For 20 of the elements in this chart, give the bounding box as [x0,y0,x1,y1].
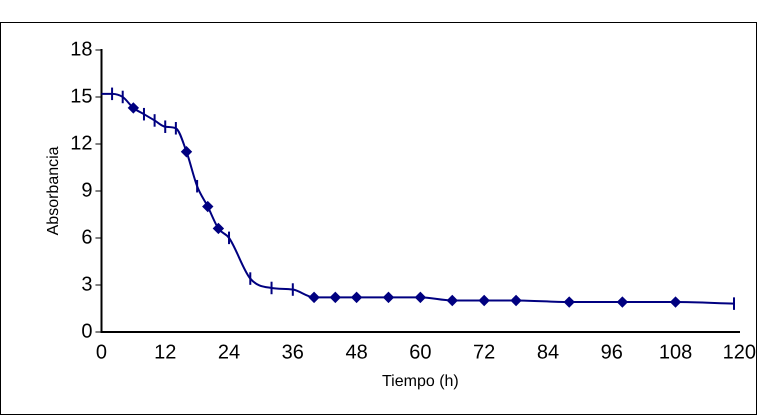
y-tick-label: 6 [81,226,92,248]
y-tick-label: 9 [81,179,92,202]
x-tick-label: 108 [658,341,692,364]
x-tick-label: 72 [473,341,496,364]
x-tick-label: 96 [600,341,623,364]
y-axis-title: Absorbancia [45,146,62,236]
x-tick-label: 36 [282,341,304,364]
y-tick-label: 18 [70,38,92,61]
y-tick-label: 0 [81,320,92,342]
y-tick-label: 15 [70,85,92,108]
x-tick-label: 120 [722,341,756,364]
x-tick-label: 48 [345,341,368,364]
x-tick-label: 60 [409,341,432,364]
x-tick-label: 12 [154,341,176,364]
y-tick-label: 12 [70,132,92,154]
x-tick-label: 0 [96,341,108,364]
x-tick-label: 84 [536,341,560,364]
y-tick-label: 3 [81,273,92,296]
x-axis-title: Tiempo (h) [382,372,459,390]
x-tick-label: 24 [218,341,240,364]
